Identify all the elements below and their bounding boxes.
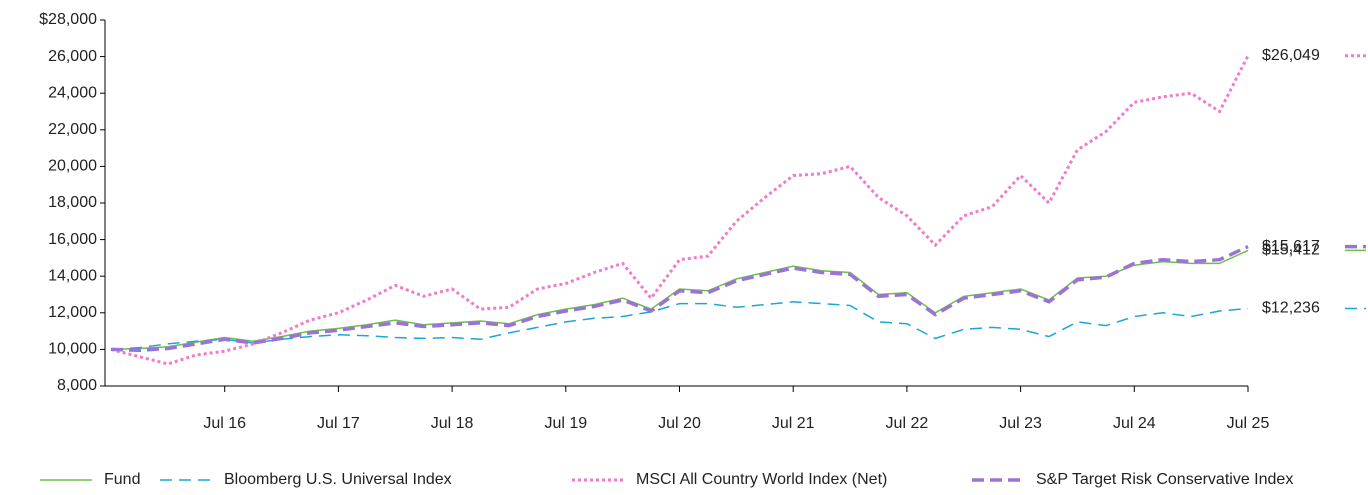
x-tick-label: Jul 16 bbox=[203, 415, 246, 432]
end-label: $12,236 bbox=[1262, 300, 1320, 317]
y-tick-label: 18,000 bbox=[48, 194, 97, 211]
legend-label: MSCI All Country World Index (Net) bbox=[636, 471, 887, 488]
legend-label: S&P Target Risk Conservative Index bbox=[1036, 471, 1293, 488]
y-tick-label: 12,000 bbox=[48, 304, 97, 321]
series-line bbox=[110, 55, 1250, 366]
y-tick-label: 20,000 bbox=[48, 158, 97, 175]
y-tick-label: 8,000 bbox=[57, 377, 97, 394]
end-label: $15,617 bbox=[1262, 238, 1320, 255]
legend-label: Bloomberg U.S. Universal Index bbox=[224, 471, 452, 488]
y-tick-label: 22,000 bbox=[48, 121, 97, 138]
x-tick-label: Jul 25 bbox=[1227, 415, 1270, 432]
end-label: $15,412 bbox=[1262, 242, 1320, 259]
x-tick-label: Jul 19 bbox=[544, 415, 587, 432]
y-tick-label: 16,000 bbox=[48, 231, 97, 248]
end-label: $26,049 bbox=[1262, 47, 1320, 64]
y-tick-label: 26,000 bbox=[48, 48, 97, 65]
y-tick-label: $28,000 bbox=[39, 11, 97, 28]
y-tick-label: 14,000 bbox=[48, 267, 97, 284]
x-tick-label: Jul 17 bbox=[317, 415, 360, 432]
x-tick-label: Jul 20 bbox=[658, 415, 701, 432]
y-tick-label: 10,000 bbox=[48, 341, 97, 358]
x-tick-label: Jul 22 bbox=[886, 415, 929, 432]
x-tick-label: Jul 24 bbox=[1113, 415, 1156, 432]
x-tick-label: Jul 23 bbox=[999, 415, 1042, 432]
x-tick-label: Jul 18 bbox=[431, 415, 474, 432]
series-line bbox=[110, 301, 1249, 351]
series-line bbox=[110, 249, 1249, 351]
x-tick-label: Jul 21 bbox=[772, 415, 815, 432]
y-tick-label: 24,000 bbox=[48, 84, 97, 101]
legend-label: Fund bbox=[104, 471, 140, 488]
series-line bbox=[110, 245, 1249, 353]
